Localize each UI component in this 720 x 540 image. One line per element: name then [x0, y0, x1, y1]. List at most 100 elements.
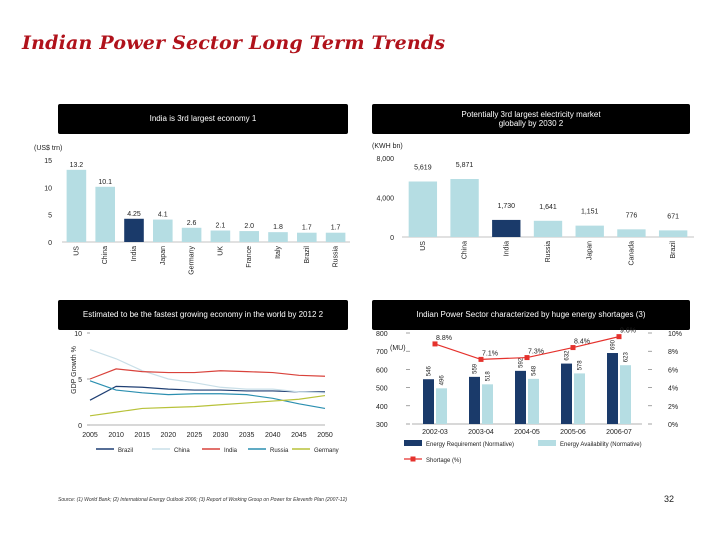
page-number: 32: [664, 494, 675, 504]
growth-y-axis-label: GDP Growth %: [71, 346, 78, 394]
availability-value-label: 548: [532, 365, 538, 376]
growth-panel-header: Estimated to be the fastest growing econ…: [58, 300, 348, 330]
requirement-value-label: 559: [473, 363, 479, 374]
shortage-category-label: 2005-06: [560, 429, 586, 436]
elec-category-label: Brazil: [670, 241, 677, 259]
gdp-category-label: Germany: [189, 246, 196, 275]
requirement-value-label: 632: [565, 350, 571, 361]
shortage-y2tick-label: 0%: [668, 422, 678, 429]
elec-ytick-label: 0: [390, 235, 394, 242]
shortage-ytick-label: 600: [376, 367, 388, 374]
elec-bar: [575, 225, 604, 237]
elec-unit-label: (KWH bn): [372, 143, 403, 150]
gdp-ytick-label: 15: [44, 158, 52, 165]
gdp-bar: [239, 231, 259, 242]
growth-xtick-label: 2040: [265, 432, 281, 439]
elec-ytick-label: 4,000: [376, 196, 394, 203]
gdp-category-label: US: [73, 246, 80, 256]
requirement-value-label: 546: [427, 366, 433, 377]
elec-ytick-label: 8,000: [376, 156, 394, 163]
shortage-value-label: 8.4%: [574, 339, 590, 346]
electricity-panel-header: Potentially 3rd largest electricity mark…: [372, 104, 690, 134]
growth-legend-label: Germany: [314, 448, 339, 454]
growth-legend-label: China: [174, 448, 190, 454]
legend-availability-swatch: [538, 440, 556, 446]
gdp-bar: [268, 232, 288, 242]
shortage-point: [432, 341, 438, 347]
elec-value-label: 1,151: [581, 209, 599, 216]
gdp-bar: [297, 232, 317, 242]
elec-category-label: India: [503, 241, 510, 256]
growth-legend-label: Brazil: [118, 448, 133, 454]
growth-xtick-label: 2045: [291, 432, 307, 439]
shortage-value-label: 7.1%: [482, 350, 498, 357]
shortage-point: [616, 334, 622, 340]
elec-category-label: US: [420, 241, 427, 251]
gdp-value-label: 2.0: [244, 223, 254, 230]
gdp-ytick-label: 5: [48, 213, 52, 220]
availability-bar: [482, 384, 493, 424]
gdp-bar: [124, 218, 144, 242]
requirement-value-label: 690: [611, 339, 617, 350]
elec-value-label: 776: [626, 212, 638, 219]
source-footnote: Source: (1) World Bank; (2) Internationa…: [58, 497, 348, 503]
shortage-point: [570, 345, 576, 351]
legend-requirement-label: Energy Requirement (Normative): [426, 442, 514, 448]
growth-xtick-label: 2025: [187, 432, 203, 439]
shortage-ytick-label: 500: [376, 386, 388, 393]
growth-legend-label: Russia: [270, 448, 289, 454]
growth-series-line-india: [89, 368, 326, 380]
requirement-bar: [469, 376, 480, 424]
shortage-value-label: 7.3%: [528, 349, 544, 356]
legend-shortage-label: Shortage (%): [426, 458, 461, 464]
gdp-bar: [153, 219, 173, 242]
requirement-bar: [515, 370, 526, 424]
shortage-point: [524, 355, 530, 361]
gdp-bar: [210, 230, 231, 242]
gdp-category-label: India: [131, 246, 138, 261]
elec-category-label: Canada: [628, 241, 635, 266]
growth-xtick-label: 2030: [213, 432, 229, 439]
shortage-ytick-label: 300: [376, 422, 388, 429]
gdp-bar: [325, 232, 346, 242]
availability-value-label: 623: [624, 352, 630, 363]
growth-ytick-label: 10: [74, 331, 82, 338]
elec-bar: [658, 230, 688, 237]
elec-bar: [450, 179, 479, 237]
growth-xtick-label: 2010: [108, 432, 124, 439]
gdp-category-label: China: [102, 246, 109, 264]
availability-bar: [436, 388, 447, 424]
growth-ytick-label: 5: [78, 377, 82, 384]
gdp-value-label: 1.7: [302, 225, 312, 232]
availability-value-label: 518: [486, 371, 492, 382]
gdp-category-label: Italy: [275, 246, 282, 259]
availability-bar: [528, 378, 539, 424]
elec-category-label: China: [462, 241, 469, 259]
legend-availability-label: Energy Availability (Normative): [560, 442, 642, 448]
gdp-ytick-label: 10: [44, 185, 52, 192]
shortage-category-label: 2006-07: [606, 429, 632, 436]
gdp-value-label: 2.1: [216, 223, 226, 230]
requirement-bar: [607, 353, 618, 424]
requirement-value-label: 592: [519, 357, 525, 368]
legend-shortage-marker: [410, 456, 416, 462]
elec-value-label: 5,619: [414, 165, 432, 172]
gdp-unit-label: (US$ trn): [34, 145, 62, 152]
gdp-bar: [95, 186, 115, 242]
shortage-unit-label: (MU): [390, 345, 406, 352]
shortage-value-label: 9.6%: [620, 328, 636, 335]
elec-bar: [533, 220, 563, 237]
growth-xtick-label: 2005: [82, 432, 98, 439]
gdp-bar: [181, 227, 202, 242]
gdp-value-label: 2.6: [187, 220, 197, 227]
gdp-category-label: Russia: [333, 246, 340, 268]
growth-series-line-brazil: [89, 385, 325, 401]
shortage-category-label: 2002-03: [422, 429, 448, 436]
elec-category-label: Japan: [587, 241, 594, 260]
elec-value-label: 671: [667, 213, 679, 220]
gdp-value-label: 4.1: [158, 212, 168, 219]
growth-xtick-label: 2035: [239, 432, 255, 439]
growth-xtick-label: 2020: [161, 432, 177, 439]
growth-xtick-label: 2015: [134, 432, 150, 439]
